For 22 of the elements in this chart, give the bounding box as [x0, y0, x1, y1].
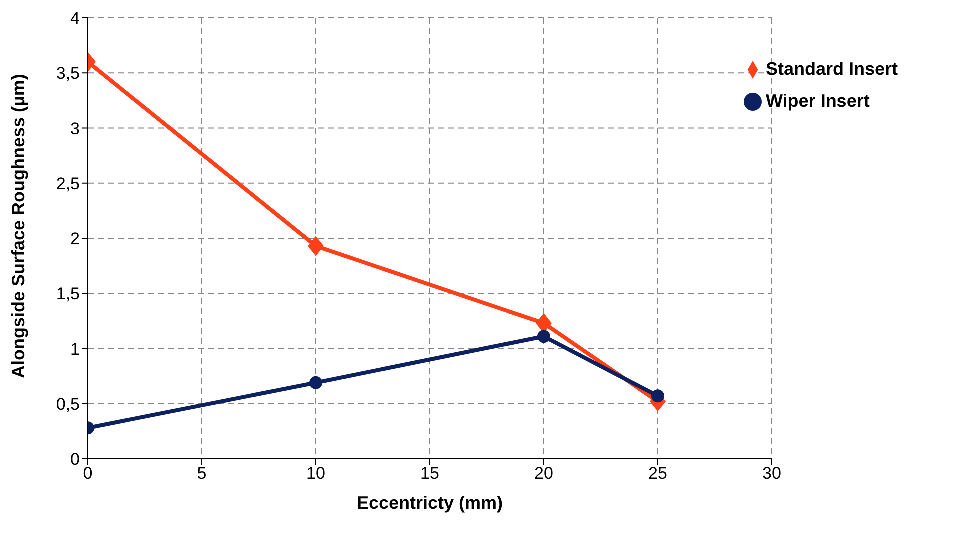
x-tick-label: 30 [762, 464, 782, 484]
y-tick-label: 0,5 [56, 394, 80, 414]
point [537, 330, 550, 344]
x-tick-label: 10 [306, 464, 326, 484]
x-axis-title: Eccentricty (mm) [356, 493, 504, 513]
legend-label: Wiper Insert [766, 91, 870, 111]
y-tick-label: 2 [70, 230, 80, 249]
point [651, 390, 664, 403]
x-tick-label: 0 [83, 464, 93, 484]
y-tick-label: 2,5 [56, 174, 80, 194]
y-tick-label: 3 [70, 119, 80, 138]
y-axis-title: Alongside Surface Roughness (µm) [8, 74, 28, 378]
x-tick-label: 5 [197, 464, 207, 484]
x-tick-label: 25 [648, 464, 668, 484]
x-tick-label: 20 [534, 464, 554, 484]
y-tick-label: 1 [70, 340, 80, 359]
y-tick-label: 4 [70, 9, 80, 28]
x-tick-label: 15 [420, 464, 440, 484]
y-tick-label: 0 [70, 450, 80, 470]
y-tick-label: 1,5 [56, 284, 80, 304]
y-tick-label: 3,5 [56, 64, 80, 84]
legend-label: Standard Insert [766, 59, 898, 79]
